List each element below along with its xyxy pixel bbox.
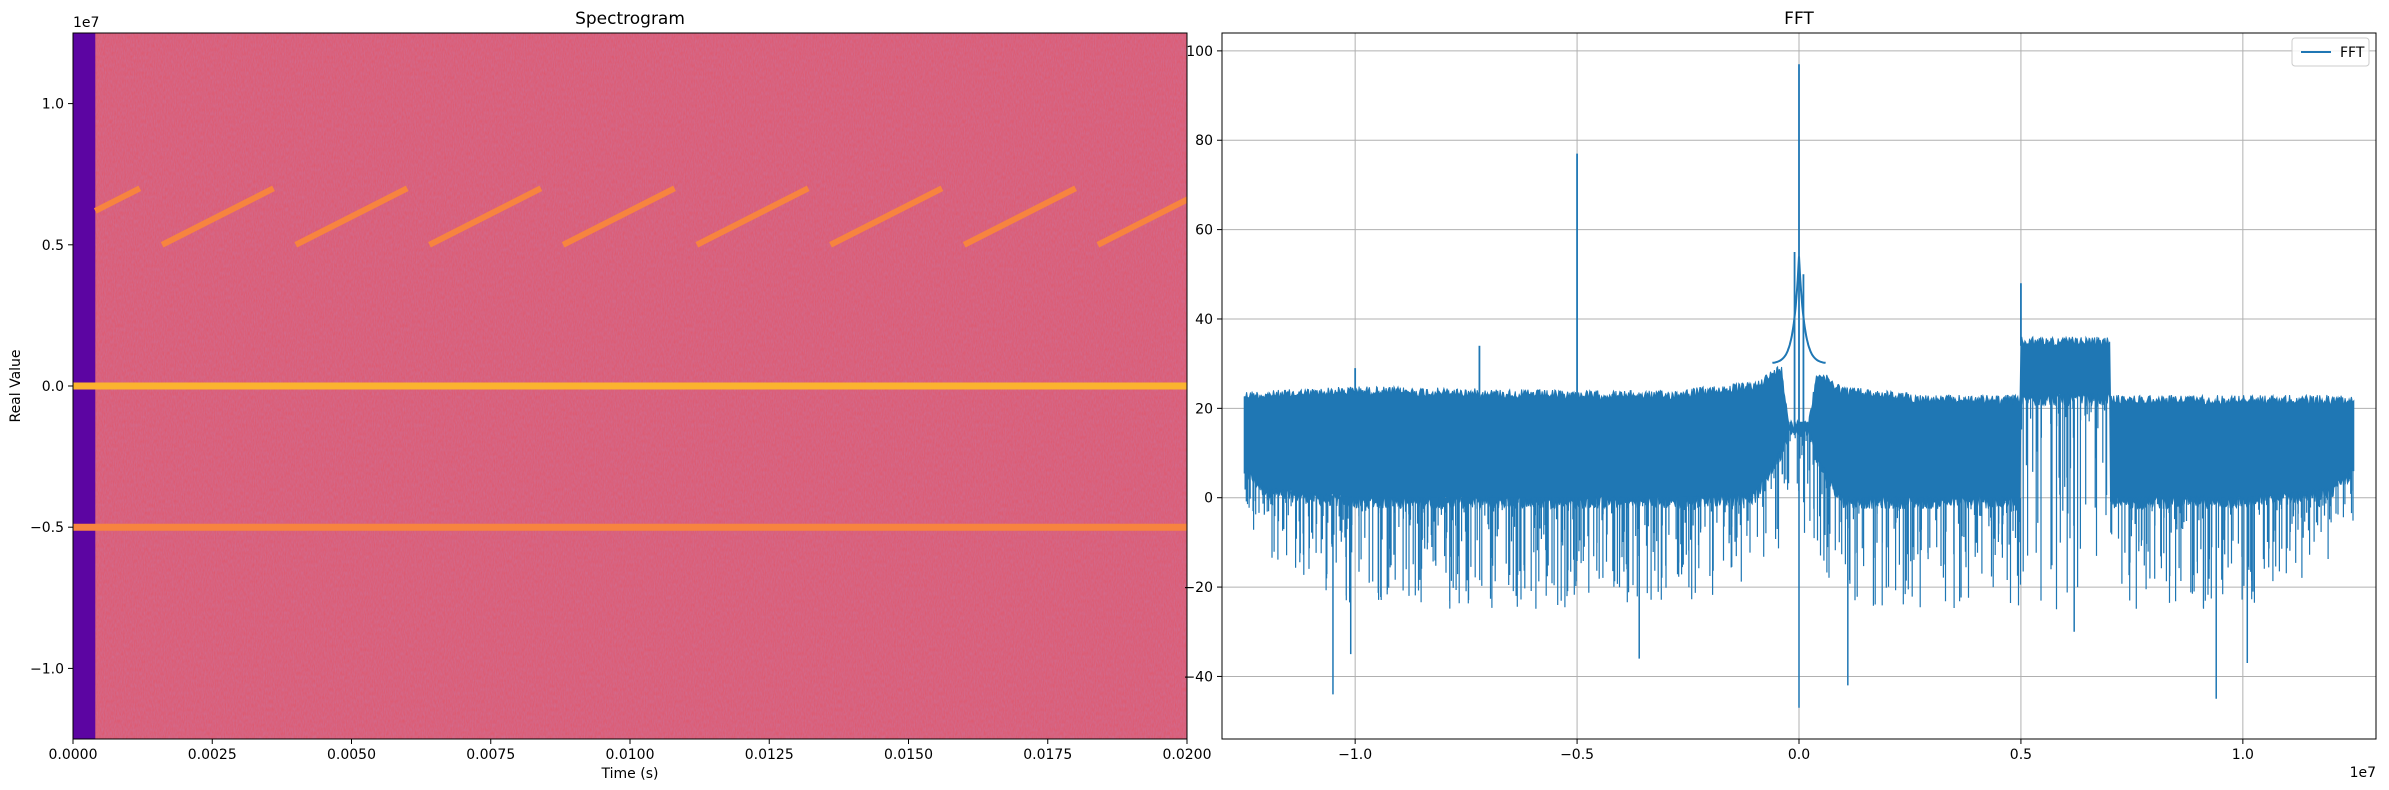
- spectrogram-y-label: Real Value: [8, 349, 24, 422]
- spectrogram-x-label: Time (s): [601, 766, 659, 782]
- fft-y-tick-label: −20: [1183, 580, 1213, 596]
- spectrogram-sweep: [428, 185, 543, 248]
- fft-y-tick-label: 60: [1195, 223, 1213, 239]
- fft-x-tick-label: 1.0: [2232, 747, 2254, 763]
- spectrogram-x-tick-label: 0.0150: [884, 747, 933, 763]
- fft-y-tick-label: 100: [1186, 44, 1213, 60]
- spectrogram-sweep: [962, 185, 1077, 248]
- fft-x-tick-label: 0.5: [2010, 747, 2032, 763]
- fft-y-tick-label: 40: [1195, 312, 1213, 328]
- fft-x-offset: 1e7: [2350, 765, 2376, 781]
- spectrogram-x-tick-label: 0.0025: [188, 747, 237, 763]
- spectrogram-y-tick-label: −0.5: [30, 520, 64, 536]
- fft-y-tick-label: 0: [1204, 491, 1213, 507]
- spectrogram-sweep: [829, 185, 944, 248]
- fft-x-tick-label: −0.5: [1560, 747, 1594, 763]
- fft-x-tick-label: −1.0: [1338, 747, 1372, 763]
- spectrogram-title: Spectrogram: [575, 9, 685, 29]
- spectrogram-sweep: [561, 185, 676, 248]
- spectrogram-y-tick-label: 0.0: [42, 379, 64, 395]
- fft-x-tick-label: 0.0: [1788, 747, 1810, 763]
- spectrogram-image: [73, 33, 1187, 739]
- spectrogram-x-tick-label: 0.0075: [466, 747, 515, 763]
- spectrogram-x-tick-label: 0.0000: [49, 747, 98, 763]
- spectrogram-x-tick-label: 0.0100: [606, 747, 655, 763]
- spectrogram-panel: Spectrogram 0.0000 0.0025 0.0050 0.0075 0.01…: [8, 9, 1212, 782]
- fft-y-tick-label: 20: [1195, 401, 1213, 417]
- spectrogram-sweep: [160, 185, 275, 248]
- spectrogram-x-tick-label: 0.0175: [1023, 747, 1072, 763]
- spectrogram-y-tick-label: −1.0: [30, 661, 64, 677]
- spectrogram-x-tick-label: 0.0050: [327, 747, 376, 763]
- spectrogram-x-tick-label: 0.0200: [1163, 747, 1212, 763]
- spectrogram-y-offset: 1e7: [73, 15, 99, 31]
- fft-y-tick-label: 80: [1195, 133, 1213, 149]
- fft-legend: FFT: [2291, 37, 2370, 67]
- fft-series-spikes: [1244, 394, 2354, 610]
- spectrogram-y-tick-label: 0.5: [42, 238, 64, 254]
- fft-title: FFT: [1784, 9, 1814, 29]
- fft-panel: FFT −1.0 −0.5 0.0 0.5 1.0−40−20020406080100 …: [1183, 9, 2377, 781]
- fft-legend-label: FFT: [2340, 45, 2365, 61]
- fft-dc-skirt: [1772, 256, 1826, 364]
- spectrogram-y-tick-label: 1.0: [42, 97, 64, 113]
- spectrogram-sweep: [93, 185, 142, 214]
- spectrogram-sweep: [1096, 196, 1187, 248]
- fft-y-tick-label: −40: [1183, 669, 1213, 685]
- spectrogram-sweep: [695, 185, 810, 248]
- spectrogram-sweep: [294, 185, 409, 248]
- spectrogram-x-tick-label: 0.0125: [745, 747, 794, 763]
